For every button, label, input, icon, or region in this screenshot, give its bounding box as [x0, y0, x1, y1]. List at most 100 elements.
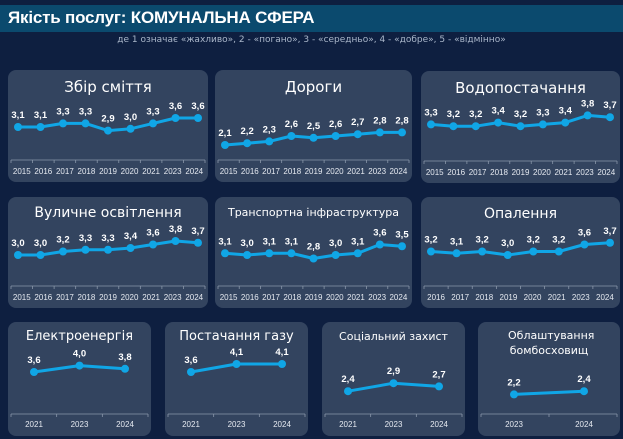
data-point	[243, 251, 252, 259]
x-tick-label: 2024	[596, 293, 614, 302]
data-label: 4,1	[230, 347, 244, 358]
x-tick-label: 2024	[389, 293, 407, 302]
data-label: 3,1	[34, 110, 48, 121]
x-tick-label: 2020	[121, 167, 139, 176]
x-tick-label: 2021	[554, 168, 572, 177]
data-label: 3,2	[527, 235, 540, 246]
data-label: 3,2	[514, 109, 527, 120]
x-tick-label: 2021	[182, 420, 200, 429]
data-label: 3,1	[285, 236, 299, 247]
x-tick-label: 2021	[548, 293, 566, 302]
x-tick-label: 2024	[116, 420, 134, 429]
x-tick-label: 2023	[385, 420, 403, 429]
chart-title: Опалення	[483, 206, 558, 222]
x-tick-label: 2016	[241, 293, 259, 302]
x-tick-label: 2023	[576, 168, 594, 177]
data-label: 3,8	[581, 98, 594, 109]
data-label: 3,0	[11, 238, 24, 249]
data-point	[36, 251, 45, 259]
data-point	[221, 141, 229, 149]
data-label: 2,7	[351, 117, 364, 128]
chart-title: Облаштування бомбосховищ	[508, 329, 595, 357]
data-point	[287, 249, 296, 258]
data-label: 3,0	[329, 238, 342, 249]
x-tick-label: 2019	[99, 293, 117, 302]
data-point	[331, 251, 340, 259]
x-tick-label: 2019	[305, 293, 323, 302]
chart-panel-electricity: 3,6 2021 4,0 2023 3,8 2024 Електроенергія	[8, 322, 151, 436]
data-point	[59, 247, 67, 256]
data-point	[452, 249, 461, 258]
line-chart: 3,6 2021 4,1 2023 4,1 2024	[167, 347, 306, 429]
chart-title: Водопостачання	[455, 79, 586, 97]
data-label: 3,7	[603, 226, 616, 237]
x-tick-label: 2024	[273, 420, 291, 429]
data-point	[449, 122, 458, 131]
data-point	[187, 368, 195, 376]
series-line	[430, 241, 611, 257]
chart-panel-transport: 3,1 2015 3,0 2016 3,1 2017 3,1 2018 2,8 2019 3,0 20…	[215, 197, 412, 308]
data-point	[265, 249, 274, 258]
x-tick-label: 2015	[220, 167, 238, 176]
data-point	[309, 254, 318, 263]
data-label: 2,6	[285, 119, 298, 130]
data-point	[353, 130, 362, 139]
data-point	[75, 361, 84, 370]
chart-panel-garbage: 3,1 2015 3,1 2016 3,3 2017 3,3 2018 2,9 2019 3,0 20…	[8, 70, 208, 182]
data-point	[104, 126, 112, 135]
data-point	[510, 390, 518, 399]
data-point	[398, 128, 406, 137]
x-tick-label: 2018	[283, 167, 301, 176]
data-point	[471, 122, 480, 131]
x-tick-label: 2023	[368, 167, 386, 176]
data-point	[389, 379, 398, 388]
data-label: 3,2	[469, 109, 482, 120]
data-label: 3,0	[124, 112, 137, 123]
x-tick-label: 2021	[347, 167, 365, 176]
line-chart: 3,1 2015 3,0 2016 3,1 2017 3,1 2018 2,8 2019 3,0 20…	[217, 228, 410, 302]
data-label: 3,6	[578, 228, 591, 239]
data-point	[538, 120, 547, 129]
data-label: 3,3	[146, 106, 159, 117]
x-tick-label: 2023	[71, 420, 89, 429]
data-label: 2,2	[241, 126, 254, 137]
x-tick-label: 2019	[99, 167, 117, 176]
data-point	[30, 368, 38, 376]
data-point	[126, 124, 135, 133]
data-point	[529, 247, 538, 256]
data-label: 3,6	[191, 101, 204, 112]
data-point	[309, 133, 318, 142]
x-tick-label: 2017	[56, 293, 74, 302]
x-tick-label: 2021	[347, 293, 365, 302]
data-label: 3,8	[118, 352, 131, 363]
x-tick-label: 2021	[142, 167, 160, 176]
data-label: 2,2	[507, 377, 520, 388]
data-label: 3,1	[11, 110, 25, 121]
data-point	[194, 238, 202, 247]
data-label: 2,7	[432, 369, 445, 380]
data-point	[126, 244, 135, 252]
line-chart: 3,6 2021 4,0 2023 3,8 2024	[10, 349, 149, 429]
data-point	[278, 360, 286, 368]
x-tick-label: 2020	[326, 167, 344, 176]
x-tick-label: 2018	[78, 293, 96, 302]
data-label: 3,3	[56, 106, 69, 117]
data-point	[104, 245, 112, 254]
data-label: 4,0	[73, 349, 86, 360]
x-tick-label: 2018	[78, 167, 96, 176]
data-label: 3,3	[536, 107, 549, 118]
chart-title: Збір сміття	[64, 78, 152, 96]
chart-panel-shelters: 2,2 2023 2,4 2024 Облаштування бомбосховищ	[478, 322, 620, 436]
x-tick-label: 2017	[262, 167, 280, 176]
line-chart: 2,4 2021 2,9 2023 2,7 2024	[324, 366, 463, 429]
line-chart: 3,0 2015 3,0 2016 3,2 2017 3,3 2018 3,3 2019 3,4 20…	[10, 224, 206, 302]
data-label: 3,1	[450, 236, 464, 247]
data-point	[398, 242, 406, 251]
data-label: 3,5	[395, 229, 409, 240]
line-chart: 3,3 2015 3,2 2016 3,2 2017 3,4 2018 3,2 2019 3,3 20…	[423, 98, 618, 177]
line-chart: 2,1 2015 2,2 2016 2,3 2017 2,6 2018 2,5 2019 2,6 20…	[217, 115, 410, 176]
data-label: 2,9	[101, 114, 114, 125]
data-label: 2,5	[307, 121, 321, 132]
data-label: 4,1	[275, 347, 289, 358]
x-tick-label: 2024	[430, 420, 448, 429]
